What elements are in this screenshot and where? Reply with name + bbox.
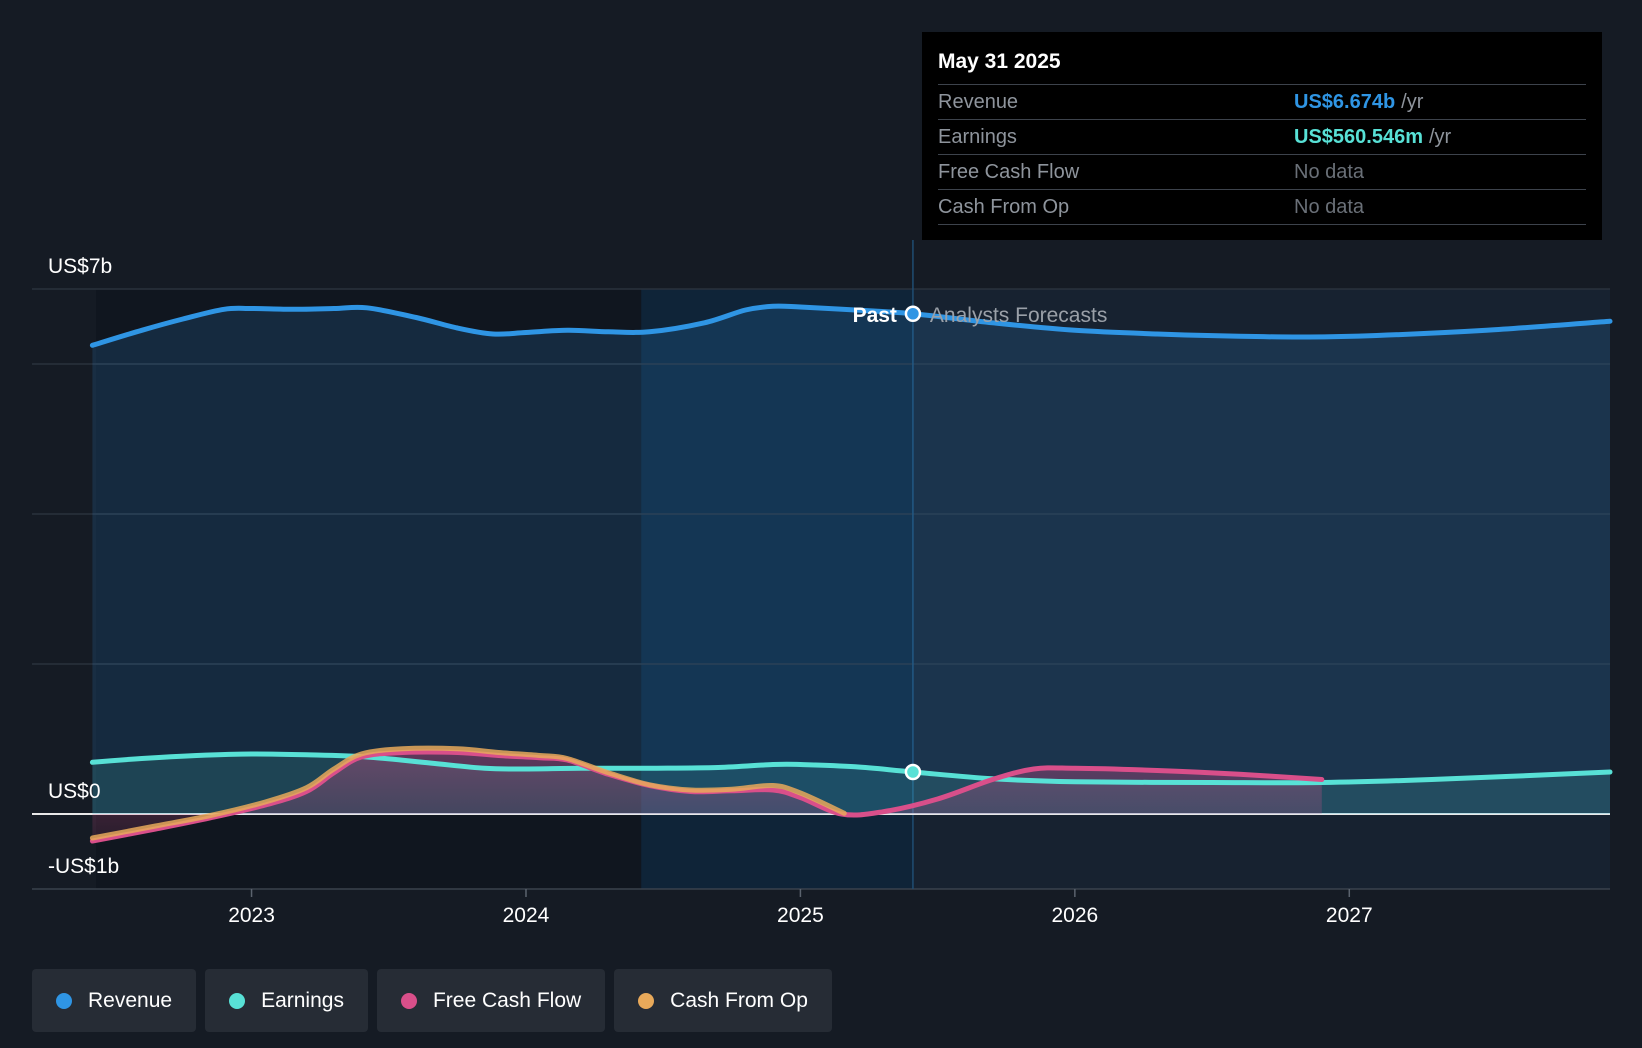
- earnings-line: [89, 751, 1613, 786]
- revenue-dot-icon: [56, 992, 72, 1009]
- x-tick-label: 2023: [228, 904, 275, 927]
- x-tick-label: 2024: [503, 904, 550, 927]
- legend-label: Earnings: [261, 988, 344, 1012]
- revenue-area: [92, 306, 1610, 814]
- tooltip-unit: /yr: [1401, 90, 1424, 113]
- legend-label: Revenue: [88, 988, 173, 1012]
- y-axis-label-zero: US$0: [48, 780, 101, 803]
- revenue-marker: [904, 305, 922, 322]
- tooltip-value: No data: [1294, 195, 1365, 218]
- y-axis-label-bottom: -US$1b: [48, 855, 119, 878]
- tooltip-value: No data: [1294, 160, 1365, 183]
- tooltip-row-cash-from-op: Cash From Op No data: [938, 189, 1586, 225]
- tooltip-value: US$6.674b: [1294, 90, 1396, 113]
- tooltip-value: US$560.546m: [1294, 125, 1423, 148]
- legend-item-cash-from-op[interactable]: Cash From Op: [614, 969, 832, 1032]
- revenue-line: [89, 303, 1613, 348]
- tooltip-label: Earnings: [938, 125, 1017, 148]
- tooltip: May 31 2025 Revenue US$6.674b /yr Earnin…: [922, 32, 1602, 240]
- legend: Revenue Earnings Free Cash Flow Cash Fro…: [32, 969, 832, 1032]
- past-label: Past: [853, 304, 897, 327]
- forecast-label: Analysts Forecasts: [930, 304, 1107, 327]
- x-tick-label: 2025: [777, 904, 824, 927]
- legend-label: Cash From Op: [670, 988, 808, 1012]
- tooltip-row-earnings: Earnings US$560.546m /yr: [938, 119, 1586, 154]
- tooltip-label: Free Cash Flow: [938, 160, 1080, 183]
- legend-item-revenue[interactable]: Revenue: [32, 969, 197, 1032]
- tooltip-row-revenue: Revenue US$6.674b /yr: [938, 84, 1586, 119]
- tooltip-label: Revenue: [938, 90, 1019, 113]
- tooltip-unit: /yr: [1428, 125, 1452, 148]
- legend-item-earnings[interactable]: Earnings: [205, 969, 368, 1032]
- y-axis-label-top: US$7b: [48, 255, 112, 278]
- earnings-marker: [904, 763, 922, 781]
- free-cash-flow-dot-icon: [400, 992, 417, 1009]
- earnings-dot-icon: [229, 992, 246, 1009]
- legend-label: Free Cash Flow: [432, 988, 582, 1012]
- tooltip-row-free-cash-flow: Free Cash Flow No data: [938, 154, 1586, 189]
- cash-from-op-dot-icon: [638, 992, 655, 1009]
- legend-item-free-cash-flow[interactable]: Free Cash Flow: [376, 969, 606, 1032]
- tooltip-date: May 31 2025: [938, 50, 1061, 73]
- x-tick-label: 2026: [1051, 904, 1098, 927]
- x-tick-label: 2027: [1326, 904, 1373, 927]
- chart: US$7b US$0 -US$1b Past Analysts Forecasts 202…: [32, 240, 1613, 927]
- cash-from-op-line: [89, 745, 847, 841]
- tooltip-label: Cash From Op: [938, 195, 1070, 218]
